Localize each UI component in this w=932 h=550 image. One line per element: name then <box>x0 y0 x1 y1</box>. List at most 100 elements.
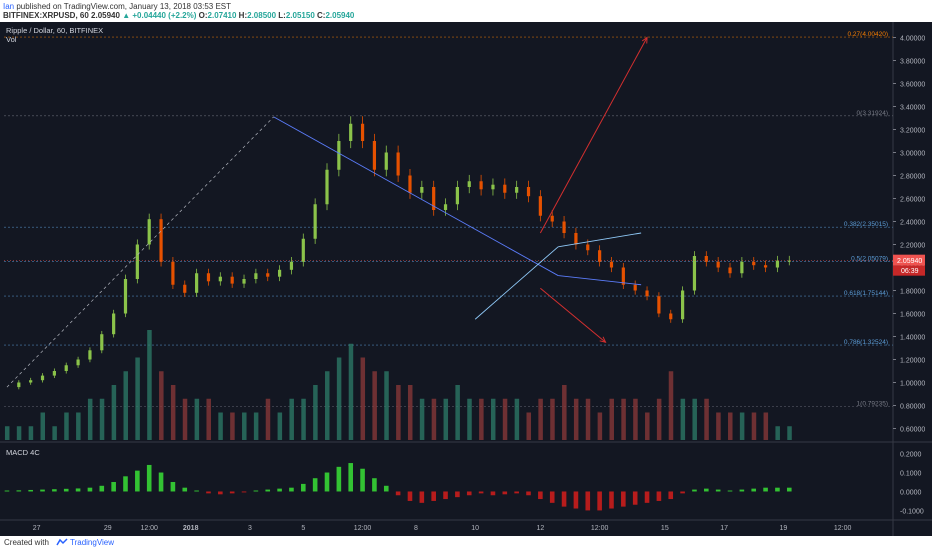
volume-bar <box>728 412 733 440</box>
candle-body <box>17 382 21 388</box>
chart-area[interactable]: 4.00000 3.80000 3.60000 3.40000 3.20000 3.000… <box>0 22 932 536</box>
macd-bar <box>609 491 614 509</box>
volume-bar <box>76 412 81 440</box>
candle-body <box>171 261 175 285</box>
macd-bar <box>28 489 33 492</box>
volume-bar <box>384 371 389 440</box>
price-tick-label: 1.80000 <box>900 289 925 296</box>
volume-bar <box>407 385 413 440</box>
candle-body <box>621 267 625 285</box>
author-link[interactable]: Ian <box>3 2 15 11</box>
macd-bar <box>158 472 164 492</box>
high-label: H: <box>238 11 248 20</box>
price-tick-label: 1.40000 <box>900 335 925 342</box>
time-tick-label: 15 <box>661 525 669 532</box>
macd-bar <box>4 490 10 492</box>
macd-bar <box>597 491 602 511</box>
volume-bar <box>194 398 200 440</box>
macd-bar <box>336 466 342 492</box>
candle-body <box>29 380 33 383</box>
time-badge <box>893 265 925 276</box>
price-tick-label: 4.00000 <box>900 36 925 43</box>
candle-body <box>408 175 412 193</box>
time-tick-label: 12 <box>536 525 544 532</box>
volume-bar <box>182 398 188 440</box>
macd-bar <box>146 464 152 492</box>
macd-bar <box>561 491 567 507</box>
price-tick-label: 2.40000 <box>900 220 925 227</box>
volume-bar <box>64 412 69 440</box>
price-tick-label: 2.20000 <box>900 243 925 250</box>
macd-bar <box>372 478 377 492</box>
candle-body <box>443 204 448 210</box>
macd-bar <box>621 491 626 507</box>
candle-body <box>562 221 566 233</box>
candle-body <box>372 141 377 170</box>
candle-body <box>301 238 305 262</box>
macd-bar <box>751 488 757 492</box>
candle-body <box>479 181 483 190</box>
macd-tick-label: 0.0000 <box>900 489 922 496</box>
candle-body <box>550 215 554 222</box>
macd-bar <box>715 489 721 492</box>
macd-bar <box>692 489 697 492</box>
volume-bar <box>16 426 22 440</box>
macd-bar <box>526 491 531 496</box>
candle-body <box>135 244 139 279</box>
price-tick-label: 3.00000 <box>900 151 925 158</box>
candle-body <box>503 184 507 193</box>
macd-bar <box>775 487 780 492</box>
macd-bar <box>324 472 330 492</box>
macd-bar <box>218 491 223 495</box>
volume-bar <box>562 385 567 440</box>
volume-bar <box>692 398 697 440</box>
time-tick-label: 12:00 <box>834 525 852 532</box>
macd-tick-label: -0.1000 <box>900 508 924 515</box>
candle-body <box>692 256 697 291</box>
candle-body <box>76 359 80 366</box>
candle-body <box>112 313 116 335</box>
macd-bar <box>312 478 318 492</box>
volume-bar <box>206 398 211 440</box>
macd-bar <box>99 485 105 492</box>
chart-canvas[interactable]: 4.00000 3.80000 3.60000 3.40000 3.20000 3.000… <box>0 22 932 536</box>
price-tick-label: 3.60000 <box>900 82 925 89</box>
macd-bar <box>585 491 591 511</box>
candle-body <box>349 123 353 141</box>
close-label: C: <box>317 11 326 20</box>
close-value: 2.05940 <box>325 11 355 20</box>
macd-bar <box>763 487 768 492</box>
volume-bar <box>751 412 757 440</box>
macd-bar <box>277 488 282 492</box>
price-tick-label: 2.60000 <box>900 197 925 204</box>
candle-body <box>325 169 329 205</box>
volume-bar <box>301 398 306 440</box>
footer: Created with TradingView <box>0 536 932 550</box>
volume-bar <box>621 398 626 440</box>
fib-level-label: 0.27(4.00420) <box>848 31 888 38</box>
macd-bar <box>656 491 662 501</box>
tradingview-brand-link[interactable]: TradingView <box>70 538 115 547</box>
macd-bar <box>383 485 389 492</box>
last-price-badge <box>893 254 925 266</box>
low-label: L: <box>278 11 286 20</box>
volume-bar <box>325 371 330 440</box>
volume-bar <box>467 398 472 440</box>
candle-body <box>633 284 637 291</box>
time-tick-label: 19 <box>779 525 787 532</box>
volume-bar <box>419 398 425 440</box>
time-tick-label: 10 <box>471 525 479 532</box>
time-tick-label: 12:00 <box>140 525 158 532</box>
volume-bar <box>265 398 271 440</box>
macd-bar <box>573 491 579 509</box>
candle-body <box>52 371 56 376</box>
macd-bar <box>348 463 354 492</box>
volume-bar <box>597 412 603 440</box>
volume-label: Vol <box>6 35 17 44</box>
macd-bar <box>170 482 176 492</box>
candle-body <box>313 204 317 239</box>
candle-body <box>254 273 258 279</box>
published-text: published on TradingView.com, January 13… <box>16 2 232 11</box>
macd-bar <box>549 491 555 503</box>
macd-bar <box>63 488 69 492</box>
